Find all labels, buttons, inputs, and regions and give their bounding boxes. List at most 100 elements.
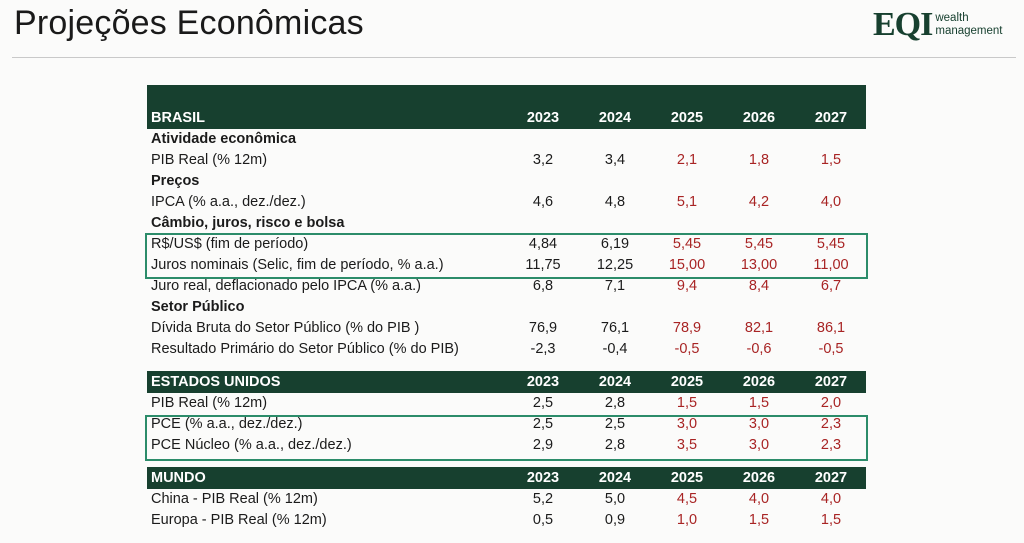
cell-value-projection: -0,5 xyxy=(674,341,700,357)
cell-value-projection: 6,7 xyxy=(820,278,842,294)
cell-value: 11,75 xyxy=(525,257,561,273)
row-label: PIB Real (% 12m) xyxy=(151,395,268,411)
table-row: Juro real, deflacionado pelo IPCA (% a.a… xyxy=(147,276,866,297)
cell-value: 2,5 xyxy=(532,416,554,432)
eqi-logo: EQI wealth management xyxy=(873,8,1002,42)
cell-value-projection: 4,2 xyxy=(748,194,770,210)
projections-table: BRASIL 2023 2024 2025 2026 2027 Atividad… xyxy=(147,85,866,531)
cell-value-projection: -0,6 xyxy=(746,341,772,357)
page-title: Projeções Econômicas xyxy=(14,4,364,42)
year-header: 2025 xyxy=(670,374,704,390)
cell-value-projection: 8,4 xyxy=(748,278,770,294)
year-header: 2024 xyxy=(598,374,632,390)
row-label: China - PIB Real (% 12m) xyxy=(151,491,318,507)
cell-value-projection: 11,00 xyxy=(813,257,849,273)
table-row: China - PIB Real (% 12m) 5,2 5,0 4,5 4,0… xyxy=(147,489,866,510)
logo-mark: EQI xyxy=(873,6,933,43)
cell-value-projection: 1,5 xyxy=(820,152,842,168)
cell-value: 4,8 xyxy=(604,194,626,210)
table-row: Juros nominais (Selic, fim de período, %… xyxy=(147,255,866,276)
section-header-eua: ESTADOS UNIDOS 2023 2024 2025 2026 2027 xyxy=(147,371,866,393)
cell-value-projection: 1,5 xyxy=(748,395,770,411)
cell-value: 6,19 xyxy=(600,236,630,252)
table-row: Dívida Bruta do Setor Público (% do PIB … xyxy=(147,318,866,339)
cell-value-projection: 3,0 xyxy=(676,416,698,432)
cell-value-projection: 86,1 xyxy=(816,320,846,336)
row-label: PCE Núcleo (% a.a., dez./dez.) xyxy=(151,437,352,453)
cell-value: 76,9 xyxy=(528,320,558,336)
cell-value: 76,1 xyxy=(600,320,630,336)
section-spacer xyxy=(147,360,866,371)
year-header: 2026 xyxy=(742,110,776,126)
cell-value-projection: 4,0 xyxy=(820,491,842,507)
table-row: Europa - PIB Real (% 12m) 0,5 0,9 1,0 1,… xyxy=(147,510,866,531)
year-header: 2025 xyxy=(670,470,704,486)
cell-value: 3,2 xyxy=(532,152,554,168)
section-spacer xyxy=(147,456,866,467)
category-row: Câmbio, juros, risco e bolsa xyxy=(147,213,866,234)
table-row: IPCA (% a.a., dez./dez.) 4,6 4,8 5,1 4,2… xyxy=(147,192,866,213)
cell-value-projection: 1,8 xyxy=(748,152,770,168)
cell-value-projection: 9,4 xyxy=(676,278,698,294)
cell-value: 2,8 xyxy=(604,437,626,453)
cell-value: 3,4 xyxy=(604,152,626,168)
cell-value-projection: 3,0 xyxy=(748,437,770,453)
category-label: Preços xyxy=(151,173,200,189)
cell-value-projection: 15,00 xyxy=(668,257,706,273)
cell-value: 0,9 xyxy=(604,512,626,528)
year-header: 2025 xyxy=(670,110,704,126)
cell-value-projection: 1,5 xyxy=(676,395,698,411)
cell-value-projection: 5,1 xyxy=(676,194,698,210)
row-label: Europa - PIB Real (% 12m) xyxy=(151,512,327,528)
cell-value-projection: 82,1 xyxy=(744,320,774,336)
table-row: R$/US$ (fim de período) 4,84 6,19 5,45 5… xyxy=(147,234,866,255)
year-header: 2024 xyxy=(598,470,632,486)
section-header-brasil: BRASIL 2023 2024 2025 2026 2027 xyxy=(147,85,866,129)
cell-value-projection: 13,00 xyxy=(740,257,778,273)
section-title: ESTADOS UNIDOS xyxy=(151,374,281,390)
table-row: Resultado Primário do Setor Público (% d… xyxy=(147,339,866,360)
cell-value-projection: -0,5 xyxy=(818,341,844,357)
row-label: PCE (% a.a., dez./dez.) xyxy=(151,416,303,432)
cell-value-projection: 3,5 xyxy=(676,437,698,453)
category-label: Atividade econômica xyxy=(151,131,297,147)
cell-value-projection: 5,45 xyxy=(672,236,702,252)
row-label: R$/US$ (fim de período) xyxy=(151,236,309,252)
logo-subtitle-line1: wealth xyxy=(935,12,969,24)
year-header: 2023 xyxy=(526,470,560,486)
section-title: MUNDO xyxy=(151,470,206,486)
category-label: Câmbio, juros, risco e bolsa xyxy=(151,215,345,231)
cell-value: 7,1 xyxy=(604,278,626,294)
cell-value: 0,5 xyxy=(532,512,554,528)
cell-value-projection: 4,0 xyxy=(748,491,770,507)
logo-subtitle-line2: management xyxy=(935,25,1003,37)
row-label: Juro real, deflacionado pelo IPCA (% a.a… xyxy=(151,278,422,294)
cell-value-projection: 1,5 xyxy=(820,512,842,528)
cell-value: 2,5 xyxy=(532,395,554,411)
category-label: Setor Público xyxy=(151,299,245,315)
section-header-mundo: MUNDO 2023 2024 2025 2026 2027 xyxy=(147,467,866,489)
year-header: 2026 xyxy=(742,374,776,390)
cell-value: 5,2 xyxy=(532,491,554,507)
table-row: PIB Real (% 12m) 3,2 3,4 2,1 1,8 1,5 xyxy=(147,150,866,171)
cell-value: 2,9 xyxy=(532,437,554,453)
cell-value: -0,4 xyxy=(602,341,628,357)
row-label: Juros nominais (Selic, fim de período, %… xyxy=(151,257,444,273)
cell-value: 6,8 xyxy=(532,278,554,294)
cell-value-projection: 4,5 xyxy=(676,491,698,507)
table-row: PCE Núcleo (% a.a., dez./dez.) 2,9 2,8 3… xyxy=(147,435,866,456)
year-header: 2026 xyxy=(742,470,776,486)
cell-value: 4,6 xyxy=(532,194,554,210)
category-row: Setor Público xyxy=(147,297,866,318)
cell-value: 5,0 xyxy=(604,491,626,507)
year-header: 2024 xyxy=(598,110,632,126)
cell-value-projection: 4,0 xyxy=(820,194,842,210)
cell-value: 4,84 xyxy=(528,236,558,252)
year-header: 2027 xyxy=(814,470,848,486)
logo-subtitle: wealth management xyxy=(935,12,1002,38)
cell-value-projection: 3,0 xyxy=(748,416,770,432)
cell-value: -2,3 xyxy=(530,341,556,357)
row-label: PIB Real (% 12m) xyxy=(151,152,268,168)
cell-value-projection: 2,1 xyxy=(676,152,698,168)
cell-value-projection: 1,0 xyxy=(676,512,698,528)
